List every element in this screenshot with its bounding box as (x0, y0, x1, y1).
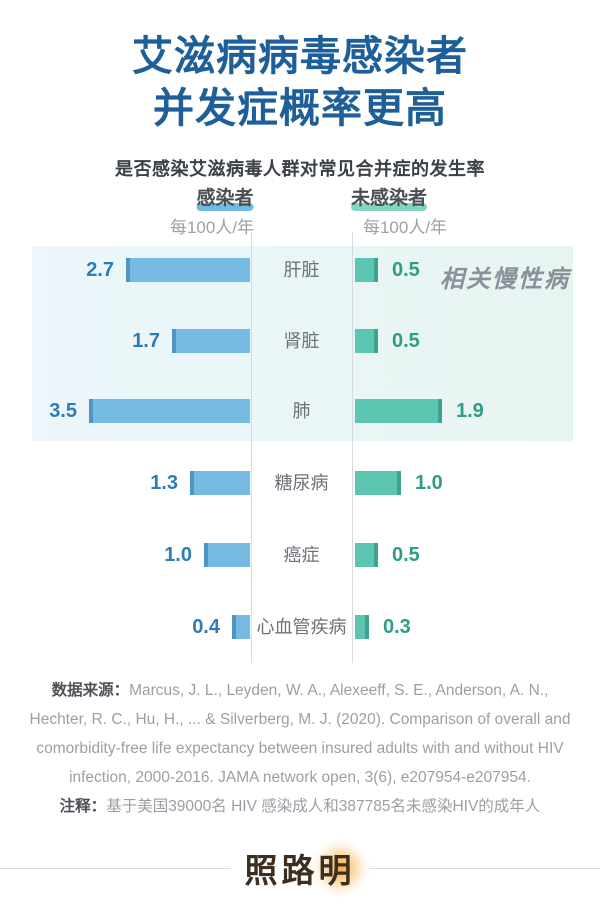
legend-label-infected: 感染者 (196, 188, 254, 209)
bar-uninfected-癌症 (355, 543, 378, 567)
legend-label-uninfected: 未感染者 (350, 188, 428, 209)
category-label-肾脏: 肾脏 (283, 331, 320, 351)
bar-uninfected-肝脏 (355, 258, 378, 282)
bar-cap (172, 329, 176, 353)
chart-row-心血管疾病: 0.4 心血管疾病 0.3 (0, 615, 600, 639)
bar-cap (190, 471, 194, 495)
unit-label-left: 每100人/年 (169, 218, 255, 237)
category-label-肺: 肺 (292, 401, 311, 421)
sun-glow-icon (311, 839, 370, 897)
bar-cap (374, 258, 378, 282)
value-infected-癌症: 1.0 (164, 544, 192, 566)
bar-cap (374, 329, 378, 353)
bar-uninfected-肺 (355, 399, 442, 423)
axis-line-right (352, 232, 353, 663)
value-uninfected-肝脏: 0.5 (392, 259, 420, 281)
chronic-disease-annotation: 相关慢性病 (440, 266, 570, 293)
value-infected-肝脏: 2.7 (86, 259, 114, 281)
legend-item-uninfected: 未感染者 (350, 183, 428, 211)
title-line-2: 并发症概率更高 (153, 85, 447, 131)
bar-infected-肺 (89, 399, 250, 423)
value-infected-糖尿病: 1.3 (150, 472, 178, 494)
footer: 数据来源：Marcus, J. L., Leyden, W. A., Alexe… (0, 676, 600, 820)
data-source-label: 数据来源： (51, 682, 130, 699)
page-title: 艾滋病病毒感染者 并发症概率更高 (0, 30, 600, 134)
footnote-text: 基于美国39000名 HIV 感染成人和387785名未感染HIV的成年人 (106, 798, 541, 815)
bar-cap (397, 471, 401, 495)
bar-cap (374, 543, 378, 567)
bar-cap (438, 399, 442, 423)
chart-row-肾脏: 1.7 肾脏 0.5 (0, 329, 600, 353)
logo-text: 照路明 (244, 851, 356, 890)
bar-infected-肾脏 (172, 329, 250, 353)
axis-line-left (251, 232, 252, 663)
bar-uninfected-肾脏 (355, 329, 378, 353)
bar-cap (232, 615, 236, 639)
data-source: 数据来源：Marcus, J. L., Leyden, W. A., Alexe… (28, 676, 573, 792)
logo-row: 照路明 (0, 839, 600, 897)
value-infected-肾脏: 1.7 (132, 330, 160, 352)
legend-underline-uninfected (350, 203, 428, 211)
category-label-癌症: 癌症 (283, 545, 320, 565)
bar-cap (126, 258, 130, 282)
bar-infected-心血管疾病 (232, 615, 250, 639)
legend-underline-infected (196, 203, 254, 211)
chart-row-肺: 3.5 肺 1.9 (0, 399, 600, 423)
value-uninfected-癌症: 0.5 (392, 544, 420, 566)
chart-row-肝脏: 2.7 肝脏 0.5 (0, 258, 600, 282)
chart-row-糖尿病: 1.3 糖尿病 1.0 (0, 471, 600, 495)
value-uninfected-心血管疾病: 0.3 (383, 616, 411, 638)
logo: 照路明 (230, 839, 370, 897)
bar-infected-癌症 (204, 543, 250, 567)
bar-cap (204, 543, 208, 567)
bar-cap (365, 615, 369, 639)
bar-infected-糖尿病 (190, 471, 250, 495)
chart-row-癌症: 1.0 癌症 0.5 (0, 543, 600, 567)
bar-cap (89, 399, 93, 423)
value-uninfected-肾脏: 0.5 (392, 330, 420, 352)
bar-uninfected-糖尿病 (355, 471, 401, 495)
footnote-label: 注释： (59, 798, 107, 815)
title-line-1: 艾滋病病毒感染者 (132, 33, 468, 79)
data-source-text: Marcus, J. L., Leyden, W. A., Alexeeff, … (29, 682, 571, 786)
value-uninfected-肺: 1.9 (456, 400, 484, 422)
footnote: 注释：基于美国39000名 HIV 感染成人和387785名未感染HIV的成年人 (20, 794, 580, 820)
value-infected-心血管疾病: 0.4 (192, 616, 220, 638)
bar-infected-肝脏 (126, 258, 250, 282)
unit-label-right: 每100人/年 (362, 218, 448, 237)
value-infected-肺: 3.5 (49, 400, 77, 422)
category-label-糖尿病: 糖尿病 (274, 473, 329, 493)
diverging-bar-chart: 相关慢性病 2.7 肝脏 0.5 1.7 肾脏 0.5 3.5 肺 1.9 1.3 糖尿病 1.0 1.… (0, 232, 600, 663)
category-label-肝脏: 肝脏 (283, 260, 320, 280)
chart-subtitle: 是否感染艾滋病毒人群对常见合并症的发生率 (115, 159, 485, 179)
category-label-心血管疾病: 心血管疾病 (256, 617, 347, 637)
legend-item-infected: 感染者 (196, 183, 254, 211)
value-uninfected-糖尿病: 1.0 (415, 472, 443, 494)
bar-uninfected-心血管疾病 (355, 615, 369, 639)
